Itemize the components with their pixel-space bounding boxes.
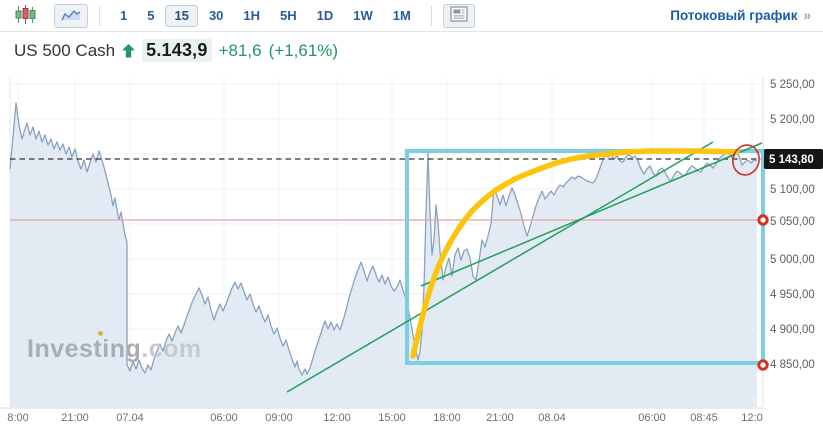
red-circle-annotation [732, 144, 760, 176]
area-chart-icon [61, 7, 81, 25]
green-trendline [420, 142, 763, 287]
timeframe-button-1[interactable]: 1 [111, 5, 136, 27]
y-axis-label: 5 050,00 [770, 216, 815, 228]
x-axis-label: 8:00 [7, 412, 28, 424]
x-axis-label: 12:0 [741, 412, 762, 424]
toolbar-separator [99, 5, 100, 26]
news-panel-button[interactable] [442, 3, 475, 28]
timeframe-button-5[interactable]: 5 [138, 5, 163, 27]
cyan-rectangle-annotation [405, 149, 765, 365]
x-axis-label: 21:00 [486, 412, 514, 424]
x-axis-label: 15:00 [378, 412, 406, 424]
x-axis-label: 08:45 [690, 412, 718, 424]
instrument-name: US 500 Cash [14, 40, 116, 60]
price-change: +81,6 [218, 40, 262, 60]
timeframe-button-30[interactable]: 30 [200, 5, 232, 27]
y-axis-label: 5 100,00 [770, 184, 815, 196]
last-price-axis-badge [764, 149, 823, 169]
timeframe-button-1D[interactable]: 1D [308, 5, 343, 27]
news-panel-icon [450, 6, 468, 25]
chart-area: 5 250,00 5 200,00 5 100,00 5 050,00 5 000,00… [0, 69, 823, 429]
timeframe-button-1W[interactable]: 1W [344, 5, 382, 27]
timeframe-button-5H[interactable]: 5H [271, 5, 306, 27]
x-axis-label: 18:00 [433, 412, 461, 424]
streaming-chart-link[interactable]: Потоковый график » [670, 8, 813, 23]
y-axis-label: 5 250,00 [770, 79, 815, 91]
x-axis-label: 21:00 [61, 412, 89, 424]
candlestick-chart-button[interactable] [8, 4, 44, 28]
price-change-percent: (+1,61%) [268, 40, 339, 60]
instrument-header: US 500 Cash 5.143,9 +81,6 (+1,61%) [0, 32, 823, 69]
x-axis-label: 06:00 [210, 412, 238, 424]
y-axis-label: 4 850,00 [770, 359, 815, 371]
y-axis-label: 4 900,00 [770, 324, 815, 336]
candlestick-icon [15, 4, 37, 27]
x-axis-label: 07.04 [116, 412, 144, 424]
area-chart-button[interactable] [54, 3, 88, 28]
green-trendline [286, 141, 714, 393]
price-chart[interactable]: 5 250,00 5 200,00 5 100,00 5 050,00 5 000,00… [0, 69, 823, 429]
streaming-chart-link-label: Потоковый график [670, 8, 798, 23]
y-axis-label: 5 000,00 [770, 254, 815, 266]
y-axis-label: 5 200,00 [770, 114, 815, 126]
timeframe-button-1M[interactable]: 1M [384, 5, 420, 27]
timeframe-button-15[interactable]: 15 [165, 4, 198, 27]
axis-red-marker [757, 359, 769, 371]
arrow-up-icon [122, 43, 136, 58]
timeframe-group: 1 5 15 30 1H 5H 1D 1W 1M [111, 4, 420, 27]
toolbar-separator [430, 5, 432, 26]
x-axis-label: 08.04 [538, 412, 566, 424]
x-axis-label: 06:00 [638, 412, 666, 424]
last-price: 5.143,9 [142, 39, 212, 62]
chart-toolbar: 1 5 15 30 1H 5H 1D 1W 1M Потоковый график » [0, 0, 823, 32]
x-axis-label: 09:00 [265, 412, 293, 424]
chevron-right-icon: » [803, 8, 811, 23]
x-axis-label: 12:00 [323, 412, 351, 424]
y-axis-label: 4 950,00 [770, 289, 815, 301]
timeframe-button-1H[interactable]: 1H [234, 5, 269, 27]
last-price-axis-badge-text: 5 143,80 [769, 154, 814, 166]
axis-red-marker [757, 214, 769, 226]
yellow-curve-annotation [410, 148, 740, 359]
